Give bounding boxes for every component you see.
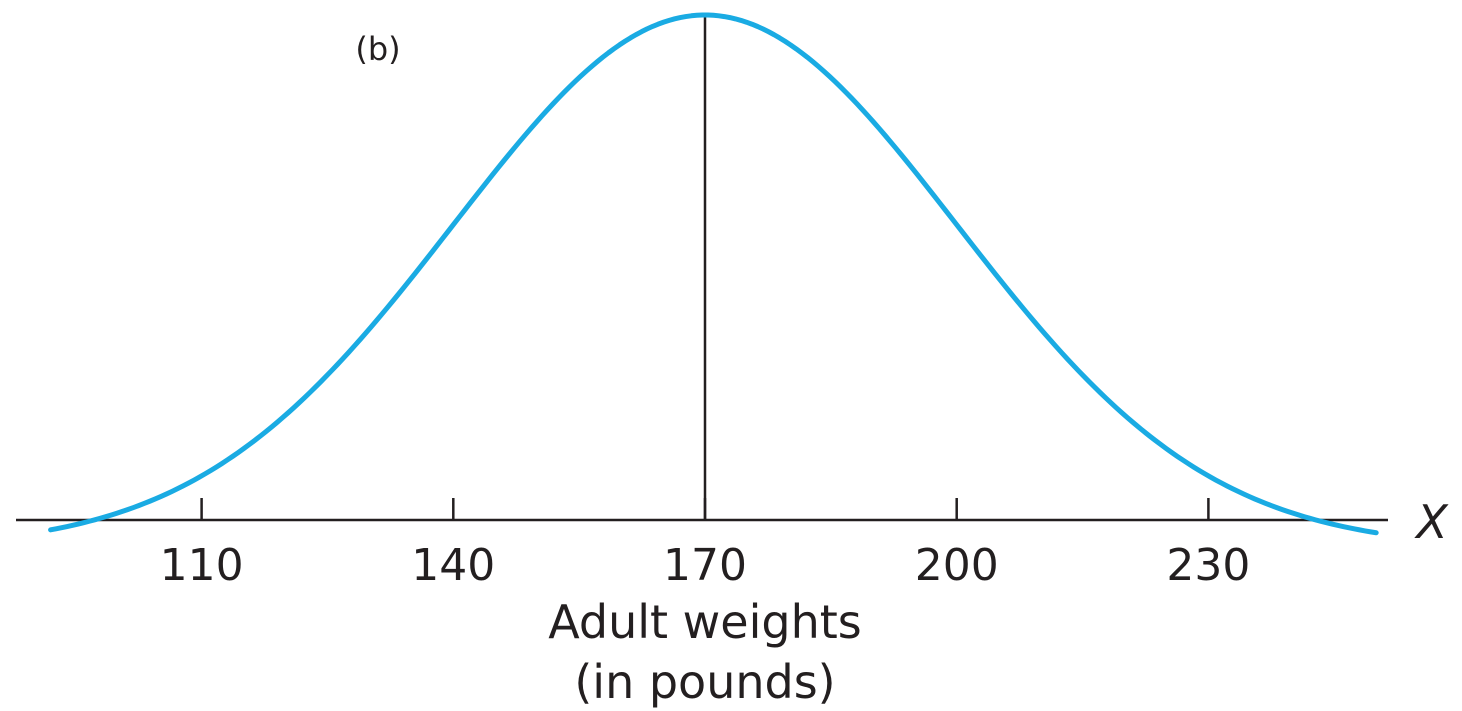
x-tick-label-230: 230 bbox=[1166, 540, 1250, 591]
panel-label: (b) bbox=[355, 30, 400, 68]
x-axis-variable-label: X bbox=[1414, 495, 1449, 549]
normal-distribution-curve bbox=[48, 12, 1379, 536]
x-tick-label-140: 140 bbox=[411, 540, 495, 591]
x-axis-tick-labels: 110 140 170 200 230 bbox=[160, 540, 1251, 591]
x-tick-label-110: 110 bbox=[160, 540, 244, 591]
x-axis-title: Adult weights bbox=[548, 595, 862, 649]
x-tick-label-200: 200 bbox=[915, 540, 999, 591]
x-tick-label-170: 170 bbox=[663, 540, 747, 591]
x-axis-title-line-2: (in pounds) bbox=[574, 655, 835, 709]
